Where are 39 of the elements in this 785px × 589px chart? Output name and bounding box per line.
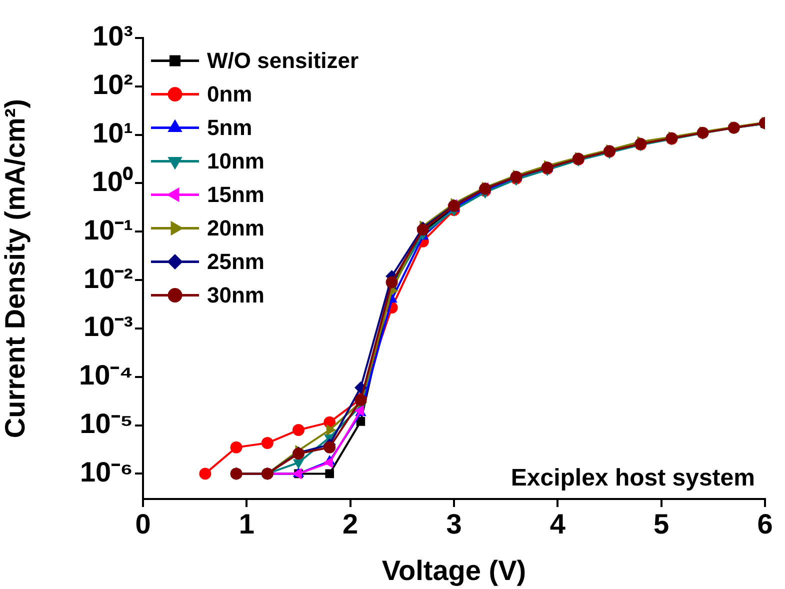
x-tick-label: 0 (135, 508, 151, 540)
y-tick-label: 10³ (92, 20, 133, 52)
legend-label: 5nm (207, 114, 252, 140)
x-axis-title: Voltage (V) (382, 554, 526, 586)
y-tick-label: 10⁻² (84, 262, 133, 294)
y-tick-label: 10¹ (92, 118, 133, 149)
legend-label: 0nm (207, 81, 252, 106)
y-tick-label: 10² (92, 69, 133, 100)
legend-label: 25nm (207, 248, 264, 274)
point (199, 468, 212, 480)
y-tick-label: 10⁻³ (84, 311, 133, 342)
legend-label: 10nm (207, 148, 264, 174)
point (326, 424, 336, 436)
y-tick-label: 10⁻⁶ (80, 456, 133, 488)
legend-label: 15nm (207, 182, 264, 207)
annotation: Exciplex host system (510, 464, 755, 492)
x-tick-label: 2 (342, 508, 358, 540)
point (356, 417, 366, 426)
y-axis-title: Current Density (mA/cm²) (0, 98, 31, 438)
point (354, 405, 364, 416)
point (325, 469, 334, 478)
point (386, 276, 398, 288)
x-tick-label: 5 (654, 508, 670, 540)
y-tick-label: 10⁻⁴ (79, 360, 133, 391)
point (324, 457, 333, 468)
x-tick-label: 1 (238, 508, 254, 540)
x-tick-label: 4 (550, 508, 566, 540)
point (292, 424, 304, 436)
legend-label: 30nm (207, 282, 264, 308)
y-tick-label: 10⁻⁵ (80, 408, 133, 439)
y-tick-label: 10⁰ (92, 166, 133, 197)
legend-label: 20nm (207, 215, 264, 240)
point (261, 437, 274, 450)
point (324, 441, 336, 454)
legend-label: W/O sensitizer (207, 48, 360, 73)
x-tick-label: 6 (757, 508, 773, 540)
y-tick-label: 10⁻¹ (84, 214, 133, 246)
x-tick-label: 3 (446, 508, 462, 540)
point (230, 441, 242, 454)
